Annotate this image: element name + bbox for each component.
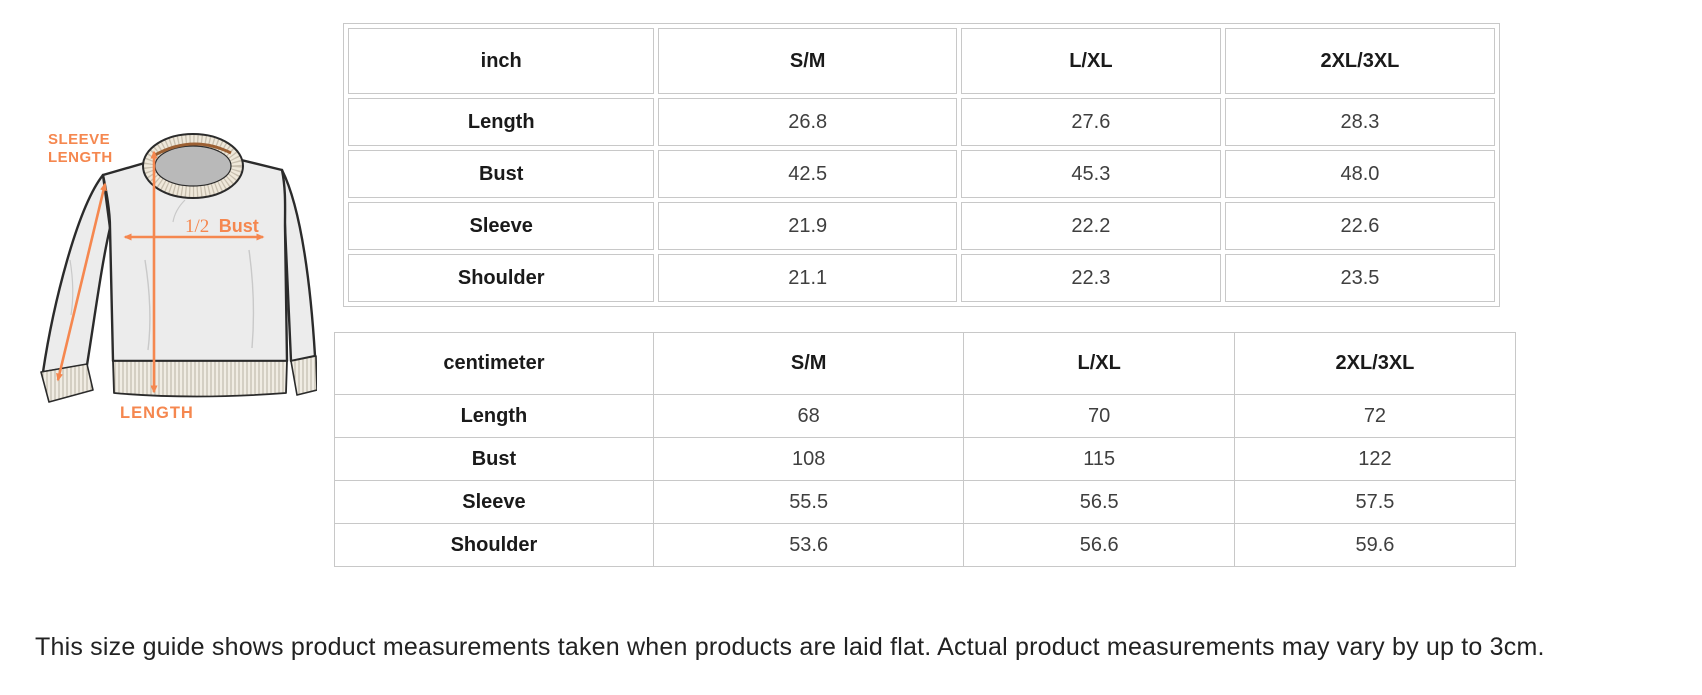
table-header-row: inch S/M L/XL 2XL/3XL xyxy=(348,28,1495,94)
table-header-row: centimeter S/M L/XL 2XL/3XL xyxy=(334,332,1517,395)
value-cell: 22.6 xyxy=(1224,202,1495,250)
table-row: Bust 108 115 122 xyxy=(334,437,1517,481)
value-cell: 21.1 xyxy=(658,254,957,302)
value-cell: 56.5 xyxy=(963,480,1235,524)
row-label: Shoulder xyxy=(334,523,654,567)
table-row: Sleeve 21.9 22.2 22.6 xyxy=(348,202,1495,250)
size-guide-note: This size guide shows product measuremen… xyxy=(35,633,1545,661)
value-cell: 57.5 xyxy=(1233,480,1517,524)
value-cell: 72 xyxy=(1233,394,1517,438)
crease-line xyxy=(248,249,255,349)
column-header: L/XL xyxy=(963,332,1235,395)
value-cell: 22.2 xyxy=(960,202,1221,250)
half-bust-label: 1/2 Bust xyxy=(185,216,259,237)
column-header: S/M xyxy=(658,28,957,94)
table-row: Length 26.8 27.6 28.3 xyxy=(348,98,1495,146)
row-label: Length xyxy=(334,394,654,438)
value-cell: 55.5 xyxy=(652,480,965,524)
value-cell: 45.3 xyxy=(960,150,1221,198)
unit-cell: centimeter xyxy=(334,332,654,395)
size-table-inch: inch S/M L/XL 2XL/3XL Length 26.8 27.6 2… xyxy=(343,23,1500,307)
row-label: Length xyxy=(348,98,655,146)
sweater-collar xyxy=(142,133,244,199)
sweater-right-cuff xyxy=(290,355,317,396)
size-table-centimeter: centimeter S/M L/XL 2XL/3XL Length 68 70… xyxy=(334,332,1517,567)
column-header: L/XL xyxy=(960,28,1221,94)
sweater-illustration: SLEEVE LENGTH 1/2 Bust LENGTH xyxy=(40,131,317,422)
value-cell: 59.6 xyxy=(1233,523,1517,567)
table-row: Length 68 70 72 xyxy=(334,394,1517,438)
sleeve-length-label-line2: LENGTH xyxy=(48,149,113,166)
crease-line xyxy=(144,259,151,351)
value-cell: 70 xyxy=(963,394,1235,438)
row-label: Shoulder xyxy=(348,254,655,302)
value-cell: 108 xyxy=(652,437,965,481)
value-cell: 22.3 xyxy=(960,254,1221,302)
unit-cell: inch xyxy=(348,28,655,94)
row-label: Bust xyxy=(334,437,654,481)
column-header: 2XL/3XL xyxy=(1233,332,1517,395)
value-cell: 28.3 xyxy=(1224,98,1495,146)
sleeve-length-label: SLEEVE xyxy=(48,131,110,148)
value-cell: 27.6 xyxy=(960,98,1221,146)
sleeve-length-arrow xyxy=(56,182,107,382)
table-row: Sleeve 55.5 56.5 57.5 xyxy=(334,480,1517,524)
crease-line xyxy=(172,199,186,223)
row-label: Sleeve xyxy=(348,202,655,250)
value-cell: 23.5 xyxy=(1224,254,1495,302)
row-label: Bust xyxy=(348,150,655,198)
value-cell: 68 xyxy=(652,394,965,438)
table-row: Shoulder 21.1 22.3 23.5 xyxy=(348,254,1495,302)
sweater-hem-band xyxy=(112,360,288,398)
table-row: Shoulder 53.6 56.6 59.6 xyxy=(334,523,1517,567)
value-cell: 48.0 xyxy=(1224,150,1495,198)
row-label: Sleeve xyxy=(334,480,654,524)
value-cell: 115 xyxy=(963,437,1235,481)
column-header: S/M xyxy=(652,332,965,395)
value-cell: 26.8 xyxy=(658,98,957,146)
value-cell: 21.9 xyxy=(658,202,957,250)
length-label: LENGTH xyxy=(120,404,194,422)
column-header: 2XL/3XL xyxy=(1224,28,1495,94)
measurement-arrows xyxy=(56,150,265,394)
collar-stripe xyxy=(154,142,232,157)
value-cell: 53.6 xyxy=(652,523,965,567)
value-cell: 122 xyxy=(1233,437,1517,481)
value-cell: 56.6 xyxy=(963,523,1235,567)
value-cell: 42.5 xyxy=(658,150,957,198)
table-row: Bust 42.5 45.3 48.0 xyxy=(348,150,1495,198)
